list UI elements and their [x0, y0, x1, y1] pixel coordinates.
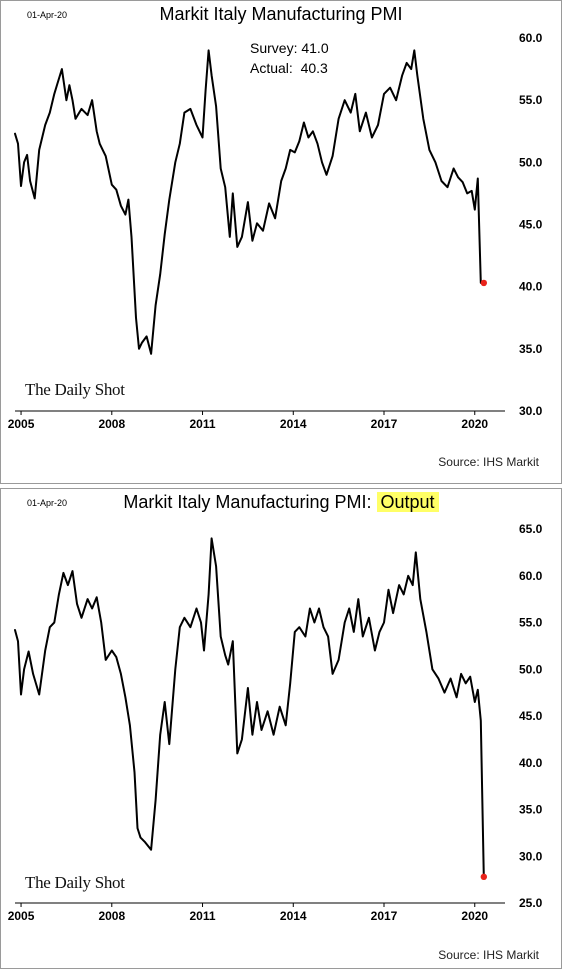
chart-svg: 2005 2008 2011 2014 2017 2020 30.0 35.0 40.0 45.0… [8, 31, 543, 431]
x-tick-label: 2011 [190, 417, 216, 431]
series-line [14, 537, 485, 878]
y-tick-label: 45.0 [519, 709, 543, 723]
last-value-marker [480, 873, 488, 881]
date-label: 01-Apr-20 [27, 498, 68, 508]
chart-title-highlight: Output [376, 492, 439, 512]
x-tick-label: 2020 [461, 909, 488, 923]
y-tick-label: 40.0 [519, 756, 543, 770]
y-tick-label: 45.0 [519, 218, 543, 232]
y-tick-label: 35.0 [519, 342, 543, 356]
x-tick-label: 2011 [190, 909, 216, 923]
y-tick-label: 55.0 [519, 616, 543, 630]
x-tick-label: 2020 [461, 417, 488, 431]
y-tick-label: 50.0 [519, 662, 543, 676]
y-tick-label: 25.0 [519, 896, 543, 910]
y-tick-label: 35.0 [519, 803, 543, 817]
y-tick-label: 30.0 [519, 404, 543, 418]
chart-svg: 2005 2008 2011 2014 2017 2020 25.0 30.0 35.0 40.0… [8, 522, 543, 923]
series-line [14, 49, 485, 355]
y-tick-label: 65.0 [519, 522, 543, 536]
x-tick-label: 2008 [98, 417, 125, 431]
x-tick-label: 2017 [371, 417, 398, 431]
y-tick-label: 50.0 [519, 155, 543, 169]
annotation-actual: Actual: 40.3 [250, 60, 328, 76]
y-tick-label: 60.0 [519, 569, 543, 583]
source-note: Source: IHS Markit [438, 948, 539, 962]
chart-panel-pmi-output: 01-Apr-20 Markit Italy Manufacturing PMI… [0, 488, 562, 969]
y-tick-label: 30.0 [519, 849, 543, 863]
chart-panel-pmi: 01-Apr-20 Markit Italy Manufacturing PMI… [0, 0, 562, 484]
x-tick-label: 2008 [98, 909, 125, 923]
annotation-survey: Survey: 41.0 [250, 40, 329, 56]
y-tick-label: 55.0 [519, 93, 543, 107]
watermark-logo: The Daily Shot [25, 873, 125, 892]
chart-title-text: Markit Italy Manufacturing PMI [159, 4, 403, 24]
x-tick-label: 2005 [8, 909, 35, 923]
date-label: 01-Apr-20 [27, 10, 68, 20]
x-tick-label: 2017 [371, 909, 398, 923]
x-tick-label: 2005 [8, 417, 35, 431]
watermark-logo: The Daily Shot [25, 380, 125, 399]
x-tick-label: 2014 [280, 909, 307, 923]
source-note: Source: IHS Markit [438, 455, 539, 469]
y-tick-label: 40.0 [519, 280, 543, 294]
chart-title-text: Markit Italy Manufacturing PMI: [123, 492, 377, 512]
y-tick-label: 60.0 [519, 31, 543, 45]
chart-title: Markit Italy Manufacturing PMI: Output [1, 492, 561, 513]
last-value-marker [480, 279, 488, 287]
chart-title: Markit Italy Manufacturing PMI [1, 4, 561, 25]
x-tick-label: 2014 [280, 417, 307, 431]
